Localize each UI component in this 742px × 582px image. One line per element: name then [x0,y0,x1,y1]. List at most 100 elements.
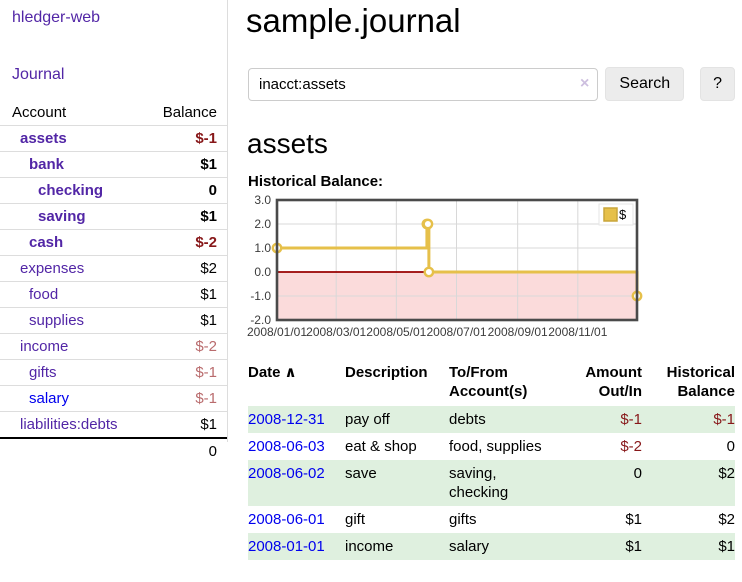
main-content: sample.journal × Search ? assets Histori… [246,0,735,560]
transaction-balance: $2 [718,511,735,528]
transaction-balance: $2 [718,465,735,482]
svg-text:1.0: 1.0 [254,241,271,255]
account-link[interactable]: salary [29,390,70,407]
search-bar: × Search ? [248,67,735,101]
transaction-description: save [345,465,377,482]
transaction-date-link[interactable]: 2008-06-02 [248,465,325,482]
account-heading: assets [247,128,328,159]
register-header-row: Date ∧ Description To/From Account(s) Amo… [248,361,735,406]
transaction-date-link[interactable]: 2008-06-03 [248,438,325,455]
account-link[interactable]: gifts [29,364,57,381]
register-header-balance: Historical Balance [666,364,735,400]
transaction-date-link[interactable]: 2008-06-01 [248,511,325,528]
transaction-description: pay off [345,411,390,428]
accounts-total-balance: 0 [146,437,227,464]
svg-text:2.0: 2.0 [254,217,271,231]
svg-text:$: $ [619,207,627,222]
sidebar-item-journal[interactable]: Journal [12,66,65,83]
accounts-header-balance: Balance [162,104,217,121]
account-link[interactable]: saving [38,208,86,225]
account-row: income $-2 [0,333,227,360]
transaction-accounts: gifts [449,511,477,528]
sort-ascending-icon: ∧ [284,364,297,381]
transaction-date-link[interactable]: 2008-01-01 [248,538,325,555]
account-balance: $-2 [146,229,227,256]
register-row: 2008-01-01 income salary $1 $1 [248,533,735,560]
register-row: 2008-06-03 eat & shop food, supplies $-2… [248,433,735,460]
account-row: salary $-1 [0,385,227,412]
help-button[interactable]: ? [700,67,735,101]
account-link[interactable]: checking [38,182,104,199]
app-title[interactable]: hledger-web [12,9,101,26]
svg-text:2008/09/01: 2008/09/01 [488,325,548,339]
account-link[interactable]: food [29,286,59,303]
account-balance: $1 [146,411,227,438]
account-link[interactable]: bank [29,156,65,173]
account-balance: $1 [146,151,227,178]
register-header-date[interactable]: Date ∧ [248,364,297,381]
transaction-accounts: salary [449,538,490,555]
svg-text:2008/01/01: 2008/01/01 [247,325,307,339]
accounts-table-header: Account Balance [0,101,227,126]
account-balance: $1 [146,203,227,230]
register-table: Date ∧ Description To/From Account(s) Amo… [248,361,735,560]
account-row: food $1 [0,281,227,308]
transaction-date-link[interactable]: 2008-12-31 [248,411,325,428]
svg-text:3.0: 3.0 [254,195,271,207]
transaction-description: income [345,538,394,555]
account-row: checking 0 [0,177,227,204]
transaction-accounts: debts [449,411,486,428]
transaction-amount: $1 [625,538,642,555]
account-link[interactable]: cash [29,234,64,251]
transaction-balance: $-1 [713,411,735,428]
transaction-balance: 0 [726,438,735,455]
register-header-accounts: To/From Account(s) [449,364,528,400]
register-row: 2008-06-02 save saving, checking 0 $2 [248,460,735,506]
transaction-balance: $1 [718,538,735,555]
svg-text:2008/03/01: 2008/03/01 [306,325,366,339]
account-link[interactable]: supplies [29,312,85,329]
account-row: gifts $-1 [0,359,227,386]
account-balance: $-1 [146,359,227,386]
account-row: supplies $1 [0,307,227,334]
account-row: cash $-2 [0,229,227,256]
account-balance: $-1 [146,125,227,152]
transaction-accounts: food, supplies [449,438,542,455]
account-link[interactable]: liabilities:debts [20,416,118,433]
account-row: assets $-1 [0,125,227,152]
svg-text:0.0: 0.0 [254,265,271,279]
search-button[interactable]: Search [605,67,685,101]
account-balance: $2 [146,255,227,282]
register-row: 2008-06-01 gift gifts $1 $2 [248,506,735,533]
sidebar: hledger-web Journal Account Balance asse… [0,0,228,464]
register-header-amount: Amount Out/In [585,364,642,400]
svg-text:-1.0: -1.0 [250,289,271,303]
account-row: expenses $2 [0,255,227,282]
transaction-description: gift [345,511,366,528]
account-balance: 0 [146,177,227,204]
account-row: liabilities:debts $1 [0,411,227,438]
accounts-total-row: 0 [0,437,227,464]
svg-text:2008/05/01: 2008/05/01 [366,325,426,339]
transaction-amount: $-1 [620,411,642,428]
chart-label: Historical Balance: [248,173,384,190]
account-link[interactable]: expenses [20,260,85,277]
account-row: bank $1 [0,151,227,178]
svg-text:2008/07/01: 2008/07/01 [426,325,486,339]
accounts-header-account: Account [12,104,67,121]
account-balance: $-1 [146,385,227,412]
transaction-amount: 0 [633,465,642,482]
search-input[interactable] [248,67,599,101]
register-row: 2008-12-31 pay off debts $-1 $-1 [248,406,735,433]
transaction-description: eat & shop [345,438,417,455]
svg-text:-2.0: -2.0 [250,313,271,327]
transaction-accounts: saving, checking [449,465,509,501]
transaction-amount: $1 [625,511,642,528]
clear-search-icon[interactable]: × [580,74,590,92]
register-header-description: Description [345,364,428,381]
account-link[interactable]: assets [20,130,67,147]
transaction-amount: $-2 [620,438,642,455]
account-link[interactable]: income [20,338,69,355]
page-title: sample.journal [246,2,461,39]
